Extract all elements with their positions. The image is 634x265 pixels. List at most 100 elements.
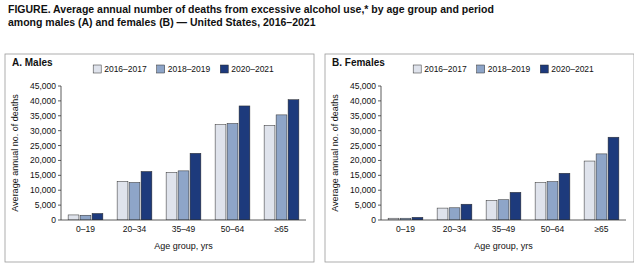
legend-swatch	[413, 65, 421, 73]
y-axis-label: Average annual no. of deaths	[10, 94, 20, 212]
x-axis	[61, 220, 306, 221]
x-tick-label: 20–34	[123, 224, 147, 234]
figure: FIGURE. Average annual number of deaths …	[0, 0, 634, 265]
bar	[437, 208, 448, 220]
y-axis-label: Average annual no. of deaths	[330, 94, 340, 212]
bar	[227, 124, 238, 220]
y-tick-label: 15,000	[30, 170, 56, 180]
y-tick	[378, 130, 381, 131]
legend: 2016–2017 2018–2019 2020–2021	[413, 64, 594, 74]
bar	[129, 182, 140, 220]
y-tick	[58, 190, 61, 191]
y-tick-label: 30,000	[350, 126, 376, 136]
bar	[449, 208, 460, 220]
y-tick	[58, 160, 61, 161]
panel-title: B. Females	[332, 57, 385, 68]
bar	[178, 171, 189, 220]
x-tick-label: 0–19	[396, 224, 415, 234]
y-tick-label: 45,000	[350, 81, 376, 91]
y-tick-label: 20,000	[350, 155, 376, 165]
legend-swatch	[157, 65, 165, 73]
bar	[288, 100, 299, 220]
legend-swatch	[477, 65, 485, 73]
x-axis	[381, 220, 626, 221]
title-line: among males (A) and females (B) — United…	[8, 16, 316, 28]
y-tick-label: 30,000	[30, 126, 56, 136]
x-tick-label: ≥65	[274, 224, 288, 234]
y-tick-label: 25,000	[30, 141, 56, 151]
y-tick	[378, 220, 381, 221]
bar	[141, 171, 152, 220]
bar	[461, 204, 472, 220]
y-tick	[378, 100, 381, 101]
y-tick	[58, 130, 61, 131]
y-tick-label: 10,000	[350, 185, 376, 195]
legend-label: 2018–2019	[168, 64, 211, 74]
panel-frame	[325, 54, 634, 262]
x-tick-label: 50–64	[221, 224, 245, 234]
legend-label: 2016–2017	[104, 64, 147, 74]
y-tick	[58, 175, 61, 176]
y-tick	[378, 175, 381, 176]
bars	[388, 137, 619, 220]
legend-swatch	[93, 65, 101, 73]
legend-swatch	[220, 65, 228, 73]
y-tick	[378, 86, 381, 87]
y-tick-label: 10,000	[30, 185, 56, 195]
x-axis-label: Age group, yrs	[474, 241, 533, 251]
bar	[584, 161, 595, 220]
bar	[68, 215, 79, 220]
bar	[215, 125, 226, 220]
y-tick	[378, 160, 381, 161]
x-tick-label: ≥65	[594, 224, 608, 234]
bar	[510, 192, 521, 220]
bar	[486, 200, 497, 220]
legend: 2016–2017 2018–2019 2020–2021	[93, 64, 274, 74]
panel: B. Females Average annual no. of deaths Ag…	[325, 54, 634, 262]
y-tick	[58, 145, 61, 146]
bar	[412, 217, 423, 220]
y-tick	[58, 205, 61, 206]
y-axis	[61, 86, 62, 220]
bar	[117, 181, 128, 220]
y-tick	[378, 115, 381, 116]
bar	[166, 172, 177, 220]
x-tick-label: 35–49	[172, 224, 196, 234]
y-tick-label: 0	[51, 215, 56, 225]
y-tick	[378, 205, 381, 206]
y-tick	[58, 100, 61, 101]
bar	[276, 115, 287, 220]
y-tick-label: 40,000	[30, 96, 56, 106]
legend-label: 2016–2017	[424, 64, 467, 74]
legend-swatch	[540, 65, 548, 73]
y-tick-label: 0	[371, 215, 376, 225]
bar	[547, 182, 558, 220]
legend-label: 2018–2019	[488, 64, 531, 74]
bar	[239, 106, 250, 220]
y-tick	[58, 220, 61, 221]
y-tick-label: 40,000	[350, 96, 376, 106]
y-tick-label: 35,000	[350, 111, 376, 121]
bar	[92, 213, 103, 220]
y-tick-label: 5,000	[355, 200, 377, 210]
x-tick-label: 35–49	[492, 224, 516, 234]
panel-title: A. Males	[12, 57, 53, 68]
panel-frame	[5, 54, 314, 262]
bar	[608, 137, 619, 220]
y-tick-label: 20,000	[30, 155, 56, 165]
y-tick-label: 25,000	[350, 141, 376, 151]
y-tick-label: 35,000	[30, 111, 56, 121]
x-axis-label: Age group, yrs	[154, 241, 213, 251]
x-tick-label: 50–64	[541, 224, 565, 234]
y-tick	[58, 86, 61, 87]
x-tick-label: 0–19	[76, 224, 95, 234]
y-tick	[58, 115, 61, 116]
bars	[68, 100, 299, 220]
bar	[264, 125, 275, 220]
y-tick-label: 5,000	[35, 200, 57, 210]
legend-label: 2020–2021	[231, 64, 274, 74]
title-line: FIGURE. Average annual number of deaths …	[8, 3, 494, 15]
bar	[535, 182, 546, 220]
legend-label: 2020–2021	[551, 64, 594, 74]
bar	[559, 173, 570, 220]
